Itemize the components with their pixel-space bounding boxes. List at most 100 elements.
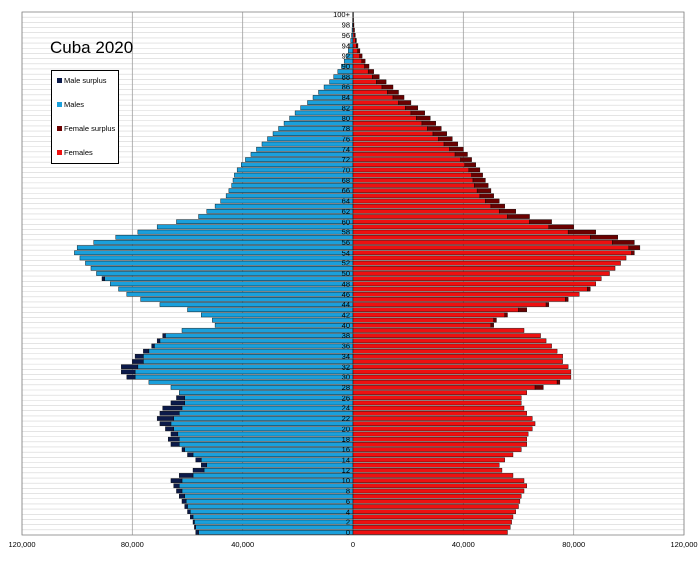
age-axis-labels: 0246810121416182022242628303234363840424… xyxy=(333,10,351,537)
male-bar xyxy=(85,260,354,266)
legend-label-female-surplus: Female surplus xyxy=(64,124,116,133)
age-label: 18 xyxy=(342,435,350,444)
legend-item-females: Females xyxy=(57,148,93,158)
female-bar xyxy=(352,411,527,416)
male-bar xyxy=(201,457,354,463)
female-bar xyxy=(352,110,412,116)
male-surplus-bar xyxy=(159,411,180,416)
age-label: 6 xyxy=(346,497,350,506)
male-surplus-bar xyxy=(184,504,188,509)
age-label: 2 xyxy=(346,518,350,527)
male-surplus-bar xyxy=(170,400,185,406)
male-surplus-bar xyxy=(176,395,185,401)
female-bar xyxy=(352,499,521,504)
legend-swatch-male-surplus xyxy=(57,77,62,83)
female-surplus-bar xyxy=(454,152,468,157)
female-surplus-bar xyxy=(464,162,476,168)
age-label: 84 xyxy=(342,93,350,102)
female-bar xyxy=(352,514,514,520)
male-bar xyxy=(93,240,354,245)
age-label: 72 xyxy=(342,155,350,164)
female-surplus-bar xyxy=(410,110,425,116)
age-label: 20 xyxy=(342,424,350,433)
male-bar xyxy=(154,343,354,349)
age-label: 80 xyxy=(342,114,350,123)
female-bar xyxy=(352,95,394,100)
male-bar xyxy=(173,426,354,432)
female-bar xyxy=(352,328,525,333)
age-label: 42 xyxy=(342,311,350,320)
male-surplus-bar xyxy=(162,405,183,411)
legend-swatch-females xyxy=(57,149,62,155)
male-bar xyxy=(143,354,354,359)
legend-item-male-surplus: Male surplus xyxy=(57,76,107,86)
female-bar xyxy=(352,524,511,530)
age-label: 70 xyxy=(342,166,350,175)
age-label: 52 xyxy=(342,259,350,268)
male-bar xyxy=(115,234,354,240)
male-surplus-bar xyxy=(201,462,208,468)
male-bar xyxy=(187,504,354,509)
age-label: 14 xyxy=(342,456,350,465)
age-label: 24 xyxy=(342,404,350,413)
male-bar xyxy=(110,281,354,287)
female-surplus-bar xyxy=(471,172,483,178)
female-bar xyxy=(352,209,500,214)
female-bar xyxy=(352,436,527,442)
male-bar xyxy=(137,364,354,369)
male-bar xyxy=(201,312,354,318)
female-surplus-bar xyxy=(493,317,497,323)
female-surplus-bar xyxy=(631,250,635,256)
male-surplus-bar xyxy=(176,488,183,494)
male-bar xyxy=(181,478,354,483)
male-surplus-bar xyxy=(187,452,194,458)
legend-item-female-surplus: Female surplus xyxy=(57,124,115,134)
age-label: 64 xyxy=(342,197,350,206)
female-surplus-bar xyxy=(372,74,380,80)
female-bar xyxy=(352,141,445,147)
female-bar xyxy=(352,281,596,287)
female-bar xyxy=(352,322,492,328)
female-surplus-bar xyxy=(529,219,552,225)
female-bar xyxy=(352,343,552,349)
female-surplus-bar xyxy=(460,157,472,162)
age-label: 0 xyxy=(346,528,350,537)
age-label: 60 xyxy=(342,217,350,226)
female-bar xyxy=(352,167,470,173)
female-bar xyxy=(352,260,621,266)
male-bar xyxy=(206,209,354,214)
female-bar xyxy=(352,136,439,142)
female-surplus-bar xyxy=(587,286,591,292)
female-bar xyxy=(352,214,508,219)
female-bar xyxy=(352,431,529,437)
male-surplus-bar xyxy=(159,421,172,426)
female-surplus-bar xyxy=(485,198,500,204)
male-bar xyxy=(350,38,354,43)
male-bar xyxy=(140,297,354,302)
female-bar xyxy=(352,364,569,369)
male-surplus-bar xyxy=(156,338,161,344)
age-label: 46 xyxy=(342,290,350,299)
male-bar xyxy=(234,172,354,178)
legend-item-males: Males xyxy=(57,100,84,110)
female-bar xyxy=(352,33,355,38)
male-surplus-bar xyxy=(101,276,105,281)
legend-swatch-males xyxy=(57,101,62,107)
female-bar xyxy=(352,483,527,489)
female-bar xyxy=(352,297,566,302)
female-bar xyxy=(352,79,377,85)
female-bar xyxy=(352,64,365,69)
female-bar xyxy=(352,447,522,452)
female-surplus-bar xyxy=(427,126,442,131)
male-bar xyxy=(104,276,354,281)
female-surplus-bar xyxy=(359,53,363,59)
age-label: 66 xyxy=(342,186,350,195)
male-surplus-bar xyxy=(151,343,155,349)
legend-swatch-female-surplus xyxy=(57,125,62,131)
male-surplus-bar xyxy=(121,369,136,375)
male-bar xyxy=(159,338,354,344)
female-bar xyxy=(352,426,533,432)
male-bar xyxy=(173,416,354,421)
chart-title: Cuba 2020 xyxy=(50,38,134,57)
female-surplus-bar xyxy=(479,193,494,199)
